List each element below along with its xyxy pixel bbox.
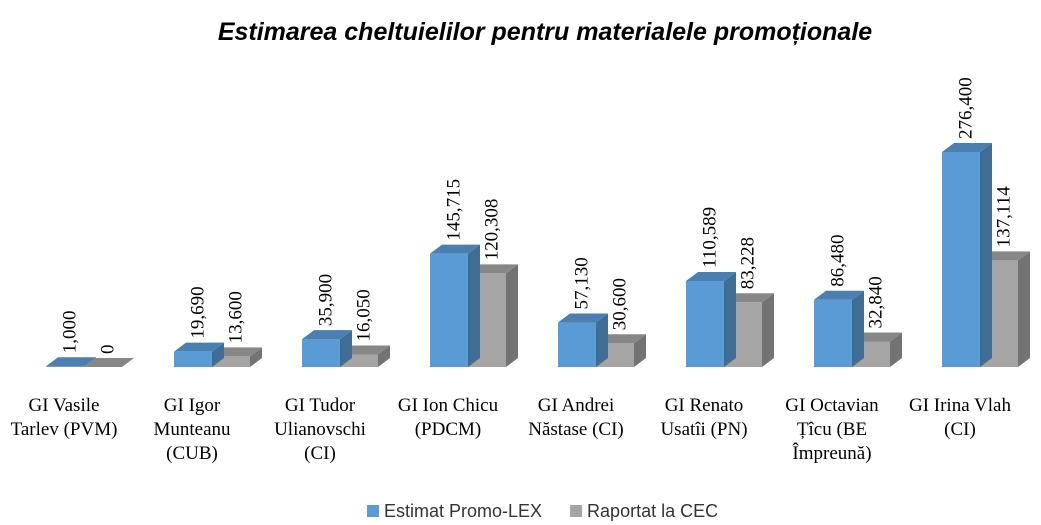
bar-top	[430, 244, 480, 254]
bar-top	[980, 251, 1030, 261]
bar-top	[596, 334, 646, 344]
bar-front	[212, 356, 250, 367]
bar-top	[814, 290, 864, 300]
bar	[558, 313, 608, 367]
x-tick-label: GI Andrei Năstase (CI)	[528, 395, 624, 440]
bar	[212, 347, 262, 367]
bar-side	[378, 345, 390, 367]
bar	[686, 271, 736, 367]
value-label: 0	[97, 345, 118, 355]
bar-top	[340, 345, 390, 355]
x-tick-label: GI Tudor Ulianovschi (CI)	[274, 395, 366, 464]
bar-side	[890, 332, 902, 367]
value-label: 276,400	[955, 77, 976, 139]
bar-front	[558, 322, 596, 367]
bar	[174, 342, 224, 367]
bar-top	[84, 358, 134, 367]
bar-side	[340, 330, 352, 367]
x-tick-label: GI Vasile Tarlev (PVM)	[10, 395, 118, 440]
bar-front	[174, 351, 212, 367]
bar-front	[430, 253, 468, 367]
bar-side	[1018, 251, 1030, 367]
bar	[84, 358, 134, 367]
bar-side	[634, 334, 646, 367]
bar-front	[46, 366, 84, 367]
bar-front	[942, 152, 980, 367]
x-tick-label: GI Renato Usatîi (PN)	[660, 395, 748, 440]
value-label: 83,228	[737, 237, 758, 289]
bar-front	[302, 339, 340, 367]
value-label: 32,840	[865, 276, 886, 328]
legend-label: Raportat la CEC	[587, 501, 718, 521]
bar-front	[814, 299, 852, 367]
bar-top	[46, 357, 96, 367]
legend-label: Estimat Promo-LEX	[384, 501, 542, 521]
bar-top	[942, 143, 992, 152]
legend-swatch	[570, 505, 583, 517]
x-tick-label: GI Octavian Țîcu (BE Împreună)	[785, 395, 879, 464]
value-label: 1,000	[59, 310, 80, 353]
value-label: 110,589	[699, 207, 720, 268]
bar-top	[212, 347, 262, 357]
bar	[46, 357, 96, 367]
bar-top	[724, 293, 774, 303]
bar-side	[724, 271, 736, 367]
bar-top	[852, 332, 902, 342]
x-tick-label: GI Igor Munteanu (CUB)	[153, 395, 231, 464]
bar-side	[468, 244, 480, 367]
legend-swatch	[367, 505, 379, 517]
bar-top	[468, 264, 518, 274]
bar-top	[686, 271, 736, 281]
bar-side	[506, 264, 518, 367]
bar-top	[174, 342, 224, 352]
bar-side	[250, 347, 262, 367]
bar-front	[686, 280, 724, 367]
bar-top	[558, 313, 608, 323]
bar	[942, 143, 992, 367]
bar-top	[302, 330, 352, 340]
bar-side	[84, 357, 96, 367]
bar-side	[980, 143, 992, 367]
value-label: 57,130	[571, 257, 592, 309]
value-label: 13,600	[225, 291, 246, 343]
value-label: 137,114	[993, 186, 1014, 248]
chart-title: Estimarea cheltuielilor pentru materiale…	[218, 18, 872, 46]
value-label: 19,690	[187, 286, 208, 338]
value-label: 145,715	[443, 179, 464, 241]
value-label: 86,480	[827, 234, 848, 286]
x-tick-label: GI Ion Chicu (PDCM)	[397, 395, 499, 440]
bar	[430, 244, 480, 367]
bar-side	[852, 290, 864, 367]
value-label: 35,900	[315, 274, 336, 326]
value-label: 120,308	[481, 199, 502, 261]
bar	[302, 330, 352, 367]
bar-side	[212, 342, 224, 367]
bar-side	[762, 293, 774, 367]
x-tick-label: GI Irina Vlah (CI)	[908, 395, 1011, 440]
bar-side	[596, 313, 608, 367]
bar	[814, 290, 864, 367]
value-label: 30,600	[609, 278, 630, 330]
value-label: 16,050	[353, 289, 374, 341]
